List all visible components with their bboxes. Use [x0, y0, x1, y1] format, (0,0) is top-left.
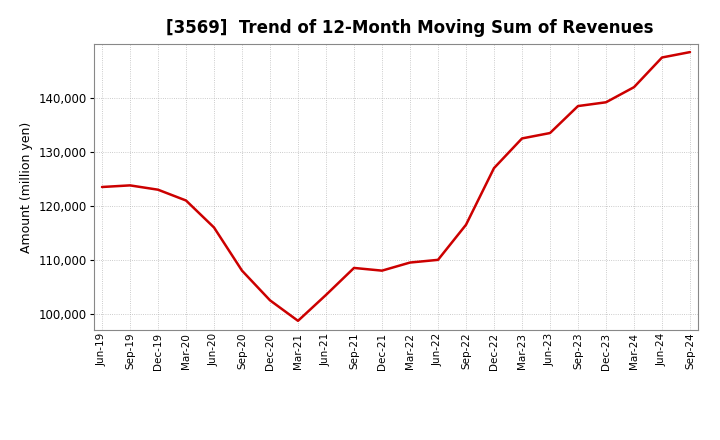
Y-axis label: Amount (million yen): Amount (million yen) [20, 121, 33, 253]
Text: [3569]  Trend of 12-Month Moving Sum of Revenues: [3569] Trend of 12-Month Moving Sum of R… [166, 19, 654, 37]
